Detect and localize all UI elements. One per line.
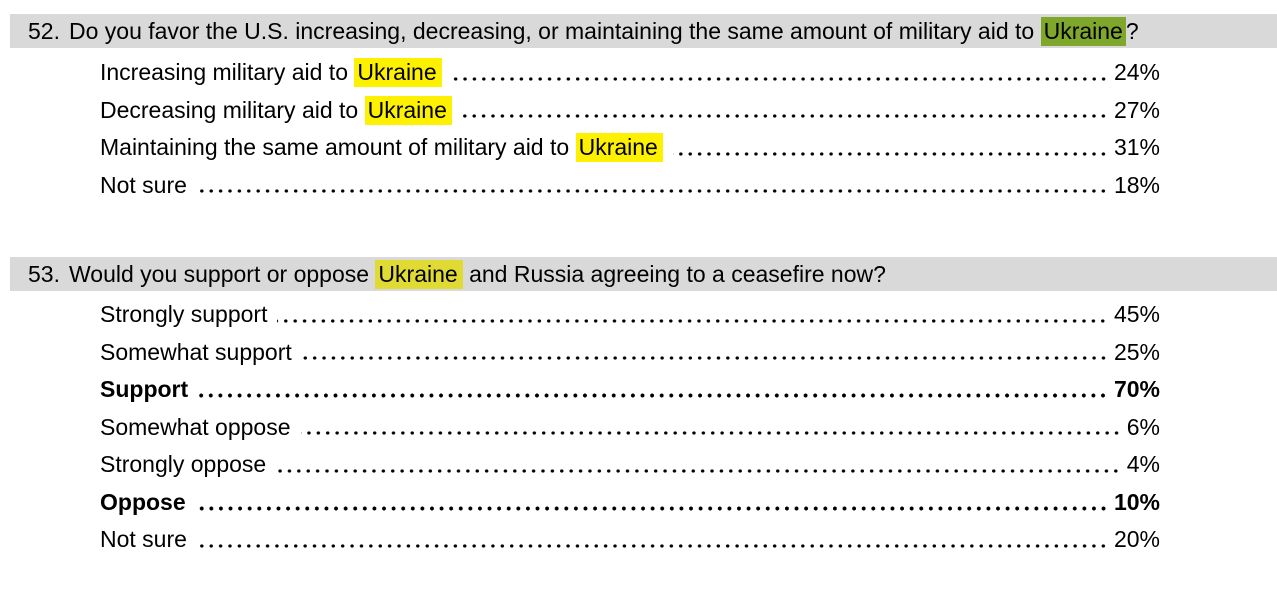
- question-52: 52. Do you favor the U.S. increasing, de…: [0, 14, 1277, 204]
- answer-value: 31%: [1113, 134, 1160, 160]
- answer-label: Maintaining the same amount of military …: [100, 129, 663, 167]
- dot-leader: [277, 296, 1110, 334]
- dot-leader: [276, 446, 1123, 484]
- answer-label: Not sure: [100, 167, 187, 205]
- ukraine-highlight-current: Ukraine: [1040, 16, 1126, 46]
- ukraine-highlight: Ukraine: [375, 259, 463, 289]
- answer-row: Not sure 18%: [100, 166, 1160, 205]
- question-53: 53. Would you support or oppose Ukraine …: [0, 257, 1277, 559]
- question-header: 53. Would you support or oppose Ukraine …: [10, 257, 1277, 291]
- answer-row: Increasing military aid to Ukraine 24%: [100, 54, 1160, 92]
- dot-leader: [451, 54, 1110, 92]
- answer-row: Somewhat support 25%: [100, 333, 1160, 372]
- answer-text: Oppose: [100, 488, 186, 515]
- answer-text: Somewhat oppose: [100, 413, 291, 440]
- answer-label: Decreasing military aid to Ukraine: [100, 92, 452, 130]
- question-header: 52. Do you favor the U.S. increasing, de…: [10, 14, 1277, 48]
- dot-leader: [198, 371, 1110, 409]
- answer-text: Decreasing military aid to: [100, 96, 365, 123]
- dot-leader: [461, 91, 1110, 129]
- answer-row-subtotal: Oppose 10%: [100, 483, 1160, 522]
- answer-row-subtotal: Support 70%: [100, 371, 1160, 409]
- answer-text: Not sure: [100, 171, 187, 198]
- dot-leader: [196, 166, 1110, 204]
- answer-value: 6%: [1126, 413, 1160, 440]
- answer-label: Somewhat support: [100, 334, 292, 372]
- answer-text: Increasing military aid to: [100, 59, 355, 85]
- question-text-pre: Do you favor the U.S. increasing, decrea…: [68, 17, 1041, 44]
- dot-leader: [301, 333, 1110, 371]
- answer-label: Not sure: [100, 521, 187, 559]
- answer-row: Not sure 20%: [100, 521, 1160, 559]
- question-text-post: and Russia agreeing to a ceasefire now?: [462, 260, 886, 287]
- answer-text: Strongly oppose: [100, 451, 267, 477]
- answer-value: 24%: [1113, 59, 1160, 85]
- dot-leader: [672, 129, 1110, 167]
- answer-value: 27%: [1113, 96, 1160, 123]
- answer-value: 25%: [1113, 338, 1160, 365]
- ukraine-highlight: Ukraine: [364, 95, 452, 125]
- dot-leader: [195, 483, 1110, 521]
- answer-text: Support: [100, 376, 189, 402]
- answer-text: Somewhat support: [100, 338, 292, 365]
- answer-value: 20%: [1113, 526, 1160, 552]
- question-text: Do you favor the U.S. increasing, decrea…: [68, 16, 1139, 46]
- dot-leader: [196, 521, 1110, 559]
- answer-label: Somewhat oppose: [100, 409, 291, 447]
- answer-value: 10%: [1113, 488, 1160, 515]
- answer-label: Increasing military aid to Ukraine: [100, 54, 442, 92]
- answer-list: Strongly support 45% Somewhat support 25…: [100, 296, 1160, 559]
- question-text-pre: Would you support or oppose: [68, 260, 376, 287]
- answer-row: Strongly support 45%: [100, 296, 1160, 334]
- question-text: Would you support or oppose Ukraine and …: [68, 259, 886, 289]
- answer-row: Strongly oppose 4%: [100, 446, 1160, 484]
- answer-row: Maintaining the same amount of military …: [100, 129, 1160, 167]
- answer-value: 4%: [1126, 451, 1160, 477]
- question-number: 53.: [28, 260, 60, 287]
- answer-value: 45%: [1113, 301, 1160, 327]
- answer-value: 70%: [1113, 376, 1160, 402]
- answer-label: Support: [100, 371, 188, 409]
- answer-list: Increasing military aid to Ukraine 24% D…: [100, 54, 1160, 204]
- answer-row: Somewhat oppose 6%: [100, 408, 1160, 447]
- question-text-post: ?: [1125, 17, 1139, 44]
- answer-label: Strongly support: [100, 296, 267, 334]
- answer-text: Maintaining the same amount of military …: [100, 134, 576, 160]
- answer-value: 18%: [1113, 171, 1160, 198]
- answer-label: Oppose: [100, 484, 186, 522]
- answer-label: Strongly oppose: [100, 446, 266, 484]
- ukraine-highlight: Ukraine: [354, 58, 442, 87]
- answer-text: Not sure: [100, 526, 187, 552]
- ukraine-highlight: Ukraine: [575, 133, 663, 162]
- answer-row: Decreasing military aid to Ukraine 27%: [100, 91, 1160, 130]
- answer-text: Strongly support: [100, 301, 268, 327]
- question-number: 52.: [28, 17, 60, 44]
- dot-leader: [300, 408, 1123, 446]
